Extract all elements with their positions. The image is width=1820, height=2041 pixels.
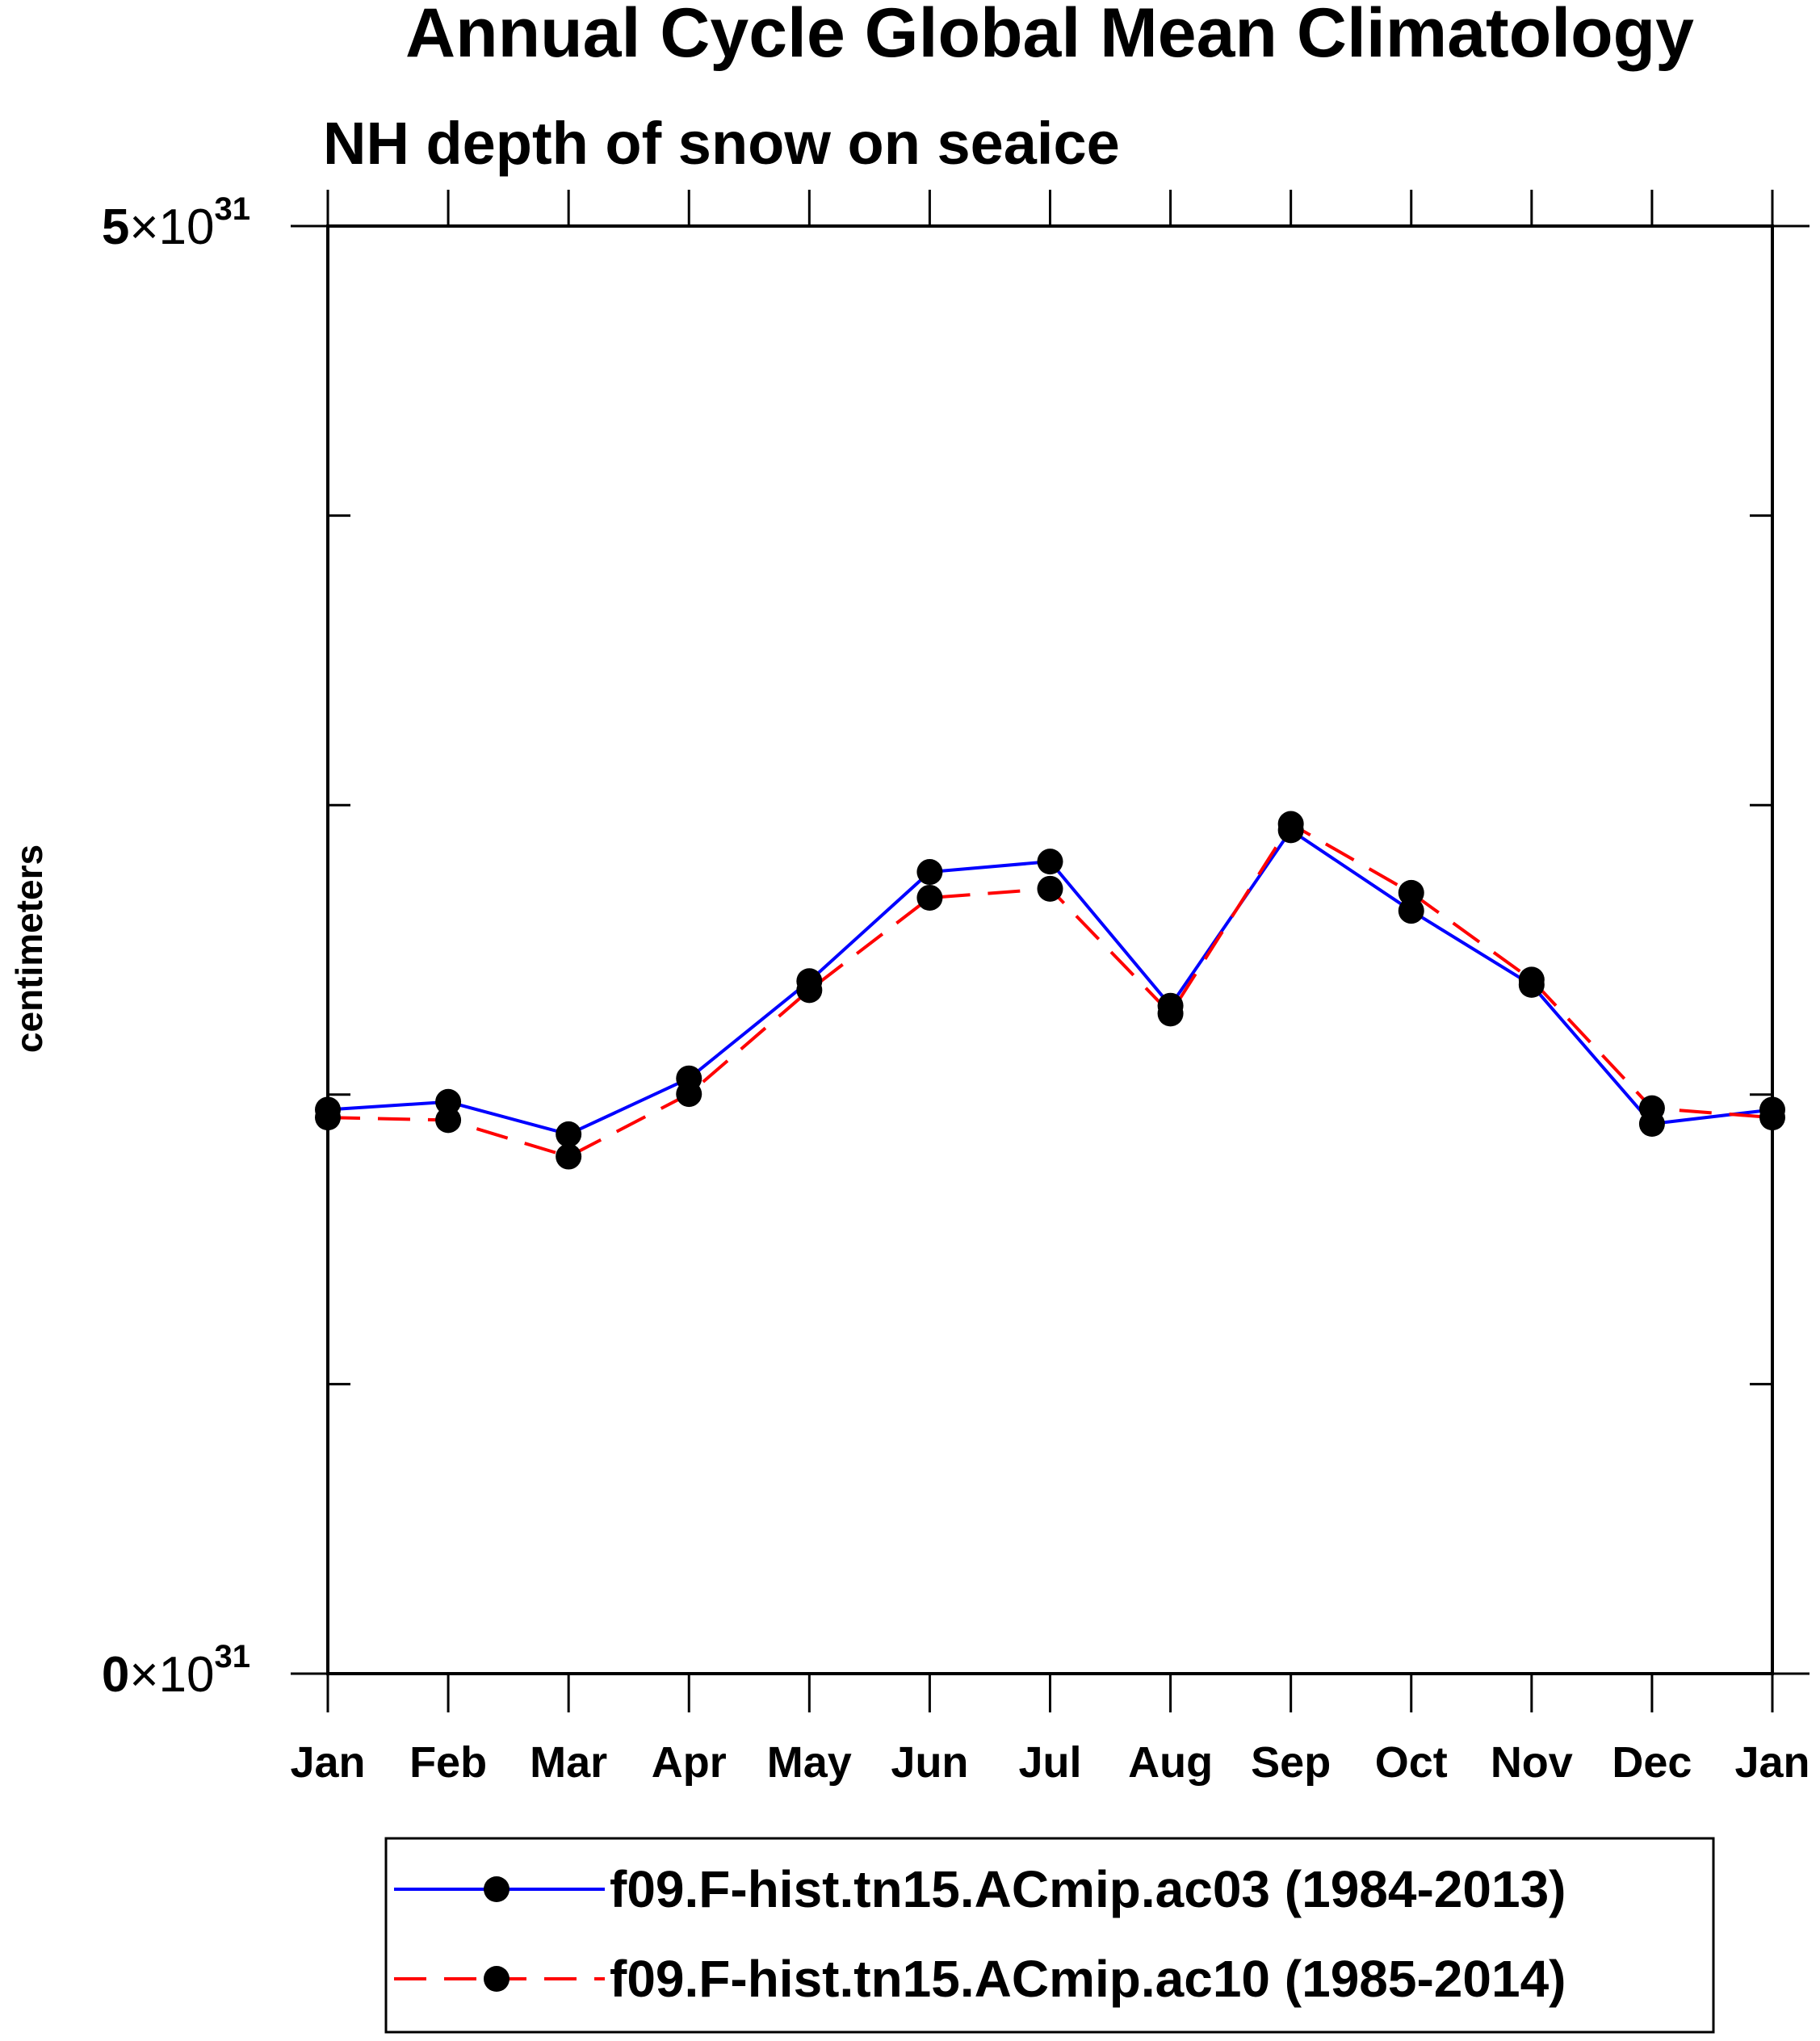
tick-label-part: 5: [102, 199, 129, 255]
legend-box: [384, 1837, 1715, 2034]
data-point-0: [916, 859, 943, 886]
x-tick-label: Oct: [1375, 1738, 1448, 1787]
data-point-0: [1398, 898, 1424, 924]
y-tick-label: 0×1031: [102, 1639, 250, 1703]
tick-label-part: 31: [215, 191, 251, 227]
legend-marker-0: [484, 1876, 510, 1902]
x-tick-label: Apr: [652, 1738, 727, 1787]
legend-label-1: f09.F-hist.tn15.ACmip.ac10 (1985-2014): [610, 1950, 1566, 2008]
x-tick-label: Jul: [1018, 1738, 1081, 1787]
data-point-0: [556, 1121, 582, 1147]
legend-marker-1: [484, 1966, 510, 1992]
data-point-1: [315, 1104, 341, 1131]
x-tick-label: Jun: [891, 1738, 968, 1787]
tick-label-part: 31: [215, 1639, 251, 1674]
chart-subtitle: NH depth of snow on seaice: [323, 110, 1120, 177]
data-point-1: [1157, 1000, 1184, 1027]
x-tick-label: Nov: [1491, 1738, 1573, 1787]
legend-label-0: f09.F-hist.tn15.ACmip.ac03 (1984-2013): [610, 1860, 1566, 1918]
x-tick-label: Feb: [409, 1738, 487, 1787]
plot-frame: [326, 224, 1774, 1675]
tick-label-part: ×10: [129, 1647, 214, 1703]
x-tick-label: Dec: [1612, 1738, 1692, 1787]
x-tick-label: Mar: [530, 1738, 607, 1787]
tick-label-part: ×10: [129, 199, 214, 255]
data-point-1: [435, 1107, 462, 1134]
data-point-1: [1759, 1104, 1785, 1131]
data-point-1: [556, 1143, 582, 1170]
data-point-1: [676, 1081, 702, 1108]
x-tick-label: Aug: [1128, 1738, 1213, 1787]
x-tick-label: May: [767, 1738, 852, 1787]
tick-label-part: 0: [102, 1647, 129, 1703]
x-tick-label: Sep: [1251, 1738, 1331, 1787]
x-tick-label: Jan: [1734, 1738, 1810, 1787]
data-point-0: [1037, 849, 1063, 875]
data-point-1: [1037, 875, 1063, 902]
data-point-1: [1398, 879, 1424, 906]
data-point-1: [1638, 1095, 1665, 1121]
data-point-1: [1518, 966, 1545, 993]
data-point-0: [435, 1088, 462, 1115]
data-point-1: [916, 884, 943, 911]
data-point-1: [796, 977, 823, 1004]
y-axis-label: centimeters: [8, 844, 50, 1053]
chart-title: Annual Cycle Global Mean Climatology: [405, 0, 1694, 72]
y-tick-label: 5×1031: [102, 191, 250, 255]
x-tick-label: Jan: [290, 1738, 365, 1787]
data-point-1: [1277, 811, 1304, 837]
